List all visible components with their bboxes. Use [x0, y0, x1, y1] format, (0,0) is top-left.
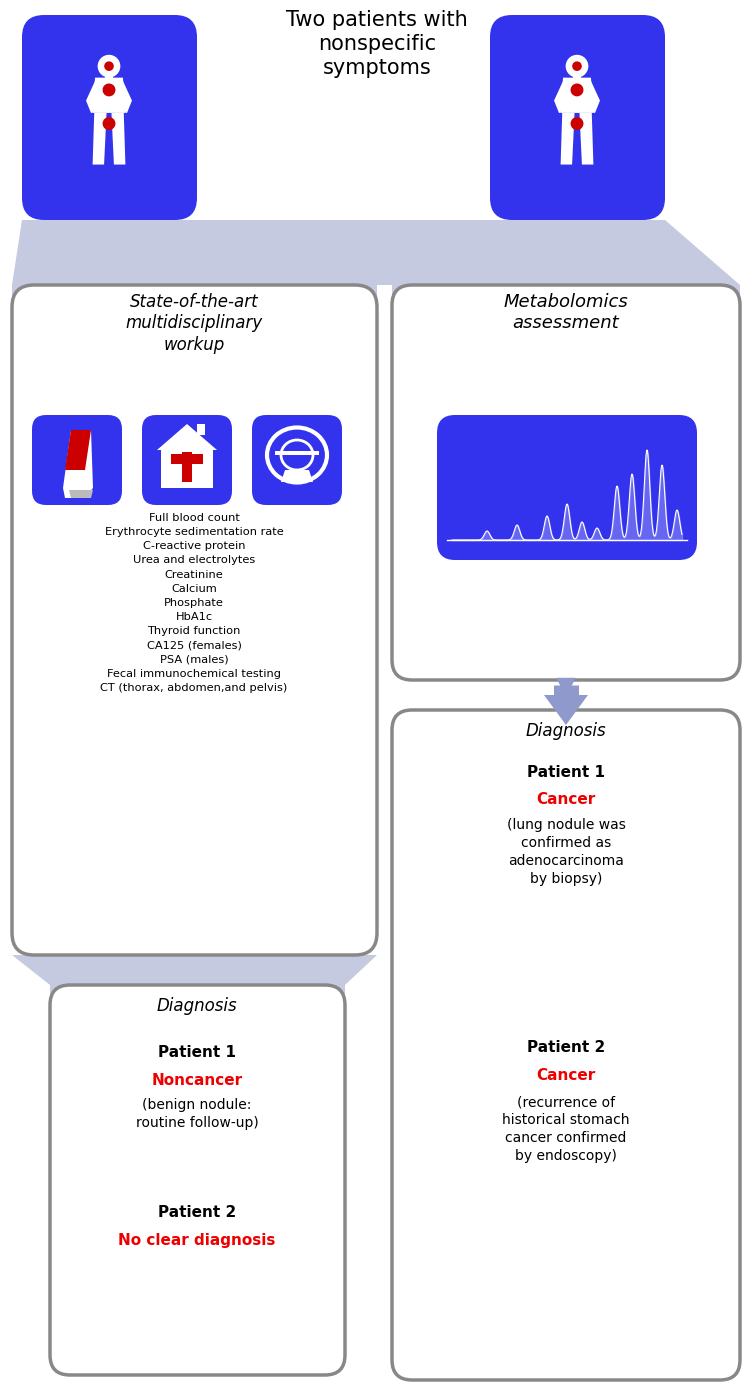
Polygon shape — [63, 430, 93, 498]
Text: State-of-the-art
multidisciplinary
workup: State-of-the-art multidisciplinary worku… — [125, 293, 262, 354]
Ellipse shape — [281, 439, 313, 470]
FancyBboxPatch shape — [22, 15, 197, 220]
Polygon shape — [93, 78, 125, 113]
Circle shape — [98, 56, 120, 77]
Text: Patient 2: Patient 2 — [527, 1041, 605, 1055]
Polygon shape — [197, 424, 205, 435]
Circle shape — [105, 61, 113, 70]
Polygon shape — [105, 70, 113, 78]
Polygon shape — [392, 220, 740, 315]
Text: Metabolomics
assessment: Metabolomics assessment — [504, 293, 628, 332]
FancyBboxPatch shape — [392, 710, 740, 1380]
Polygon shape — [12, 220, 377, 315]
Polygon shape — [580, 113, 593, 165]
Polygon shape — [65, 430, 91, 470]
Text: (benign nodule:
routine follow-up): (benign nodule: routine follow-up) — [136, 1098, 259, 1130]
Circle shape — [566, 56, 587, 77]
FancyBboxPatch shape — [252, 414, 342, 505]
Polygon shape — [197, 220, 490, 315]
Text: Two patients with
nonspecific
symptoms: Two patients with nonspecific symptoms — [286, 10, 468, 78]
Polygon shape — [544, 695, 588, 725]
Polygon shape — [171, 453, 203, 465]
Polygon shape — [561, 78, 593, 113]
Polygon shape — [281, 470, 313, 483]
Text: (lung nodule was
confirmed as
adenocarcinoma
by biopsy): (lung nodule was confirmed as adenocarci… — [507, 817, 625, 886]
Circle shape — [572, 117, 583, 130]
FancyBboxPatch shape — [142, 414, 232, 505]
FancyBboxPatch shape — [392, 285, 740, 679]
Circle shape — [103, 117, 115, 130]
Polygon shape — [573, 70, 581, 78]
Text: Diagnosis: Diagnosis — [157, 997, 238, 1016]
Polygon shape — [554, 81, 566, 113]
Polygon shape — [587, 81, 600, 113]
Polygon shape — [157, 424, 217, 451]
FancyBboxPatch shape — [12, 285, 377, 956]
Text: Patient 1: Patient 1 — [158, 1045, 236, 1060]
Text: Cancer: Cancer — [536, 1069, 596, 1083]
FancyBboxPatch shape — [50, 985, 345, 1375]
Circle shape — [572, 84, 583, 96]
Polygon shape — [182, 452, 192, 483]
Text: Patient 2: Patient 2 — [158, 1205, 236, 1221]
Polygon shape — [86, 81, 98, 113]
Circle shape — [573, 61, 581, 70]
Text: (recurrence of
historical stomach
cancer confirmed
by endoscopy): (recurrence of historical stomach cancer… — [502, 1095, 630, 1162]
Polygon shape — [69, 490, 93, 498]
Polygon shape — [120, 81, 132, 113]
Text: Full blood count
Erythrocyte sedimentation rate
C-reactive protein
Urea and elec: Full blood count Erythrocyte sedimentati… — [100, 513, 287, 693]
Text: Noncancer: Noncancer — [152, 1073, 243, 1088]
Text: Diagnosis: Diagnosis — [526, 723, 606, 739]
Polygon shape — [112, 113, 125, 165]
Polygon shape — [275, 451, 319, 455]
Polygon shape — [561, 113, 575, 165]
Polygon shape — [93, 113, 106, 165]
Text: No clear diagnosis: No clear diagnosis — [118, 1233, 276, 1249]
Text: Patient 1: Patient 1 — [527, 764, 605, 780]
FancyBboxPatch shape — [490, 15, 665, 220]
Polygon shape — [161, 451, 213, 488]
Circle shape — [103, 84, 115, 96]
Text: Cancer: Cancer — [536, 792, 596, 806]
Polygon shape — [12, 956, 377, 1004]
FancyBboxPatch shape — [32, 414, 122, 505]
FancyBboxPatch shape — [437, 414, 697, 559]
